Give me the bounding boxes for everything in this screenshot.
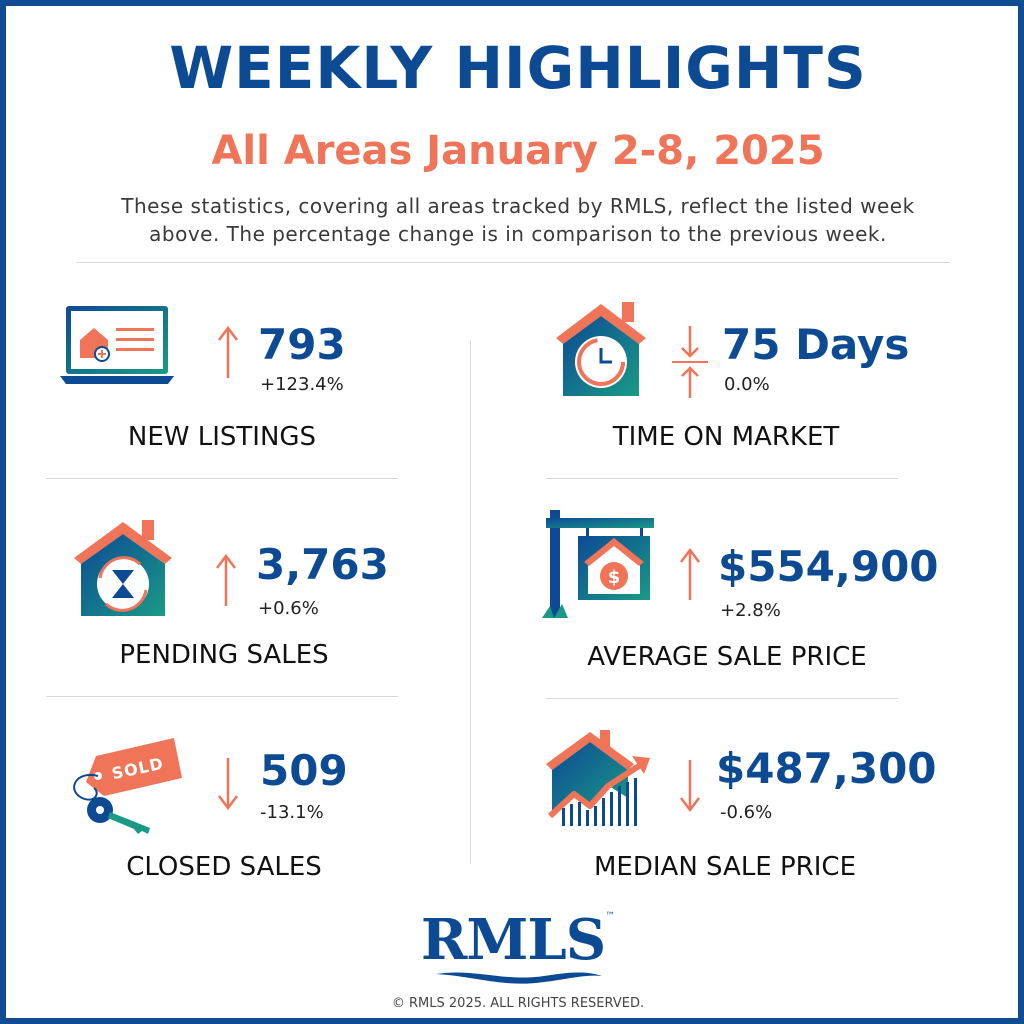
arrow-down-icon (680, 760, 700, 812)
new-listings-value: 793 (258, 320, 346, 369)
average-sale-price-change: +2.8% (720, 600, 781, 621)
laptop-listing-icon (60, 306, 174, 384)
copyright-text: © RMLS 2025. ALL RIGHTS RESERVED. (391, 996, 645, 1011)
time-on-market-change: 0.0% (724, 374, 770, 395)
median-sale-price-label: MEDIAN SALE PRICE (594, 852, 856, 882)
time-on-market-label: TIME ON MARKET (612, 422, 840, 452)
for-sale-sign-icon: $ (542, 510, 654, 618)
page-subtitle: All Areas January 2-8, 2025 (211, 128, 825, 174)
house-growth-chart-icon (546, 730, 650, 826)
closed-sales-label: CLOSED SALES (126, 852, 322, 882)
arrow-up-icon (216, 554, 236, 606)
median-sale-price-change: -0.6% (720, 802, 773, 823)
no-change-arrows-icon (672, 326, 708, 398)
house-clock-icon (556, 302, 646, 396)
logo-swoosh-icon (436, 972, 602, 984)
closed-sales-value: 509 (260, 746, 348, 795)
sold-tag-key-icon: SOLD (73, 738, 182, 834)
closed-sales-change: -13.1% (260, 802, 324, 823)
row-divider-right-1 (546, 478, 898, 479)
pending-sales-change: +0.6% (258, 598, 319, 619)
intro-line-1: These statistics, covering all areas tra… (121, 194, 915, 218)
header-divider (76, 262, 950, 263)
house-hourglass-icon (74, 520, 172, 616)
page-title: WEEKLY HIGHLIGHTS (169, 34, 867, 102)
new-listings-change: +123.4% (260, 374, 344, 395)
arrow-up-icon (218, 326, 238, 378)
rmls-logo-text: RMLS (420, 907, 606, 973)
column-divider (470, 340, 471, 864)
intro-text: These statistics, covering all areas tra… (54, 192, 982, 248)
average-sale-price-label: AVERAGE SALE PRICE (587, 642, 867, 672)
median-sale-price-value: $487,300 (716, 744, 937, 793)
new-listings-label: NEW LISTINGS (127, 422, 317, 452)
rmls-logo: RMLS™ (6, 911, 1024, 969)
trademark-symbol: ™ (605, 911, 616, 922)
pending-sales-value: 3,763 (256, 540, 389, 589)
row-divider-right-2 (546, 698, 898, 699)
intro-line-2: above. The percentage change is in compa… (149, 222, 887, 246)
arrow-down-icon (218, 758, 238, 810)
row-divider-left-1 (46, 478, 398, 479)
time-on-market-value: 75 Days (722, 320, 910, 369)
average-sale-price-value: $554,900 (718, 542, 939, 591)
svg-text:$: $ (608, 567, 621, 588)
pending-sales-label: PENDING SALES (119, 640, 329, 670)
row-divider-left-2 (46, 696, 398, 697)
arrow-up-icon (680, 548, 700, 600)
